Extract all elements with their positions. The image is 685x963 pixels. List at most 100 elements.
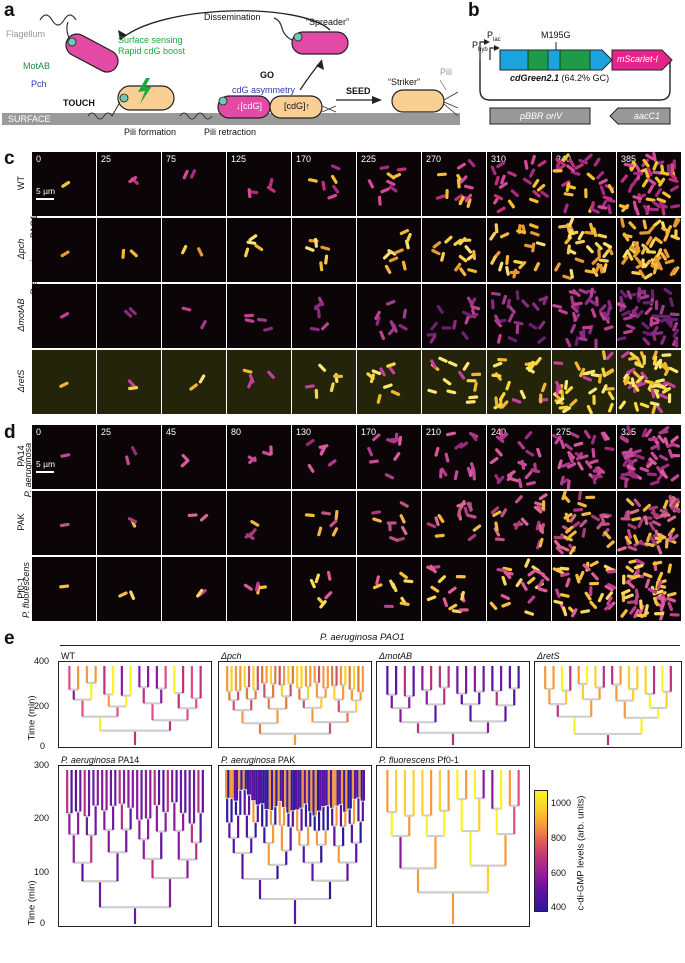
p-hyb-label: Phyb <box>472 40 488 53</box>
tree-pak: P. aeruginosa PAK <box>218 755 372 927</box>
resistance-block <box>609 107 671 125</box>
ytick-top-0: 0 <box>40 741 46 751</box>
panel-label-b: b <box>468 0 480 21</box>
micrograph-pf-t210 <box>422 557 486 621</box>
spreader-label: “Spreader” <box>306 17 350 27</box>
micrograph-pch-t125 <box>227 218 291 282</box>
surface-sensing-label: Surface sensing <box>118 35 183 45</box>
micrograph-wt-t75: 75 <box>162 152 226 216</box>
micrograph-wt-t170: 170 <box>292 152 356 216</box>
row-label-pak: PAK <box>16 513 26 531</box>
timepoint-label: 170 <box>361 427 377 437</box>
go-label: GO <box>260 70 275 80</box>
panel-a-schematic <box>2 10 460 125</box>
timepoint-label: 125 <box>231 154 247 164</box>
asymmetry-label: cdG asymmetry <box>232 85 296 95</box>
micrograph-pak-t240 <box>487 491 551 555</box>
panel-e-header-rule <box>60 645 680 646</box>
panel-d-microscopy-grid: PA14 0 5 µm 25 45 80 130 170 210 240 275 325 PAK Pf0-… <box>16 425 682 622</box>
micrograph-pch-t310 <box>487 218 551 282</box>
tree-rets: ΔretS <box>534 651 682 748</box>
micrograph-ret-t75 <box>162 350 226 414</box>
micrograph-pch-t75 <box>162 218 226 282</box>
panel-label-a: a <box>4 0 15 21</box>
row-label-ret: ΔretS <box>16 369 26 393</box>
pili-formation-cell <box>117 85 175 111</box>
timepoint-label: 310 <box>491 154 507 164</box>
panel-label-e: e <box>4 628 15 649</box>
scale-bar <box>36 198 54 200</box>
timepoint-label: 0 <box>36 427 42 437</box>
row-label-wt: WT <box>16 176 26 190</box>
micrograph-pak-t0 <box>32 491 96 555</box>
touch-label: TOUCH <box>63 98 95 108</box>
micrograph-mot-t310 <box>487 284 551 348</box>
ori-block <box>489 107 591 125</box>
micrograph-pch-t25 <box>97 218 161 282</box>
panel-e-ylabel-bottom: Time (min) <box>26 880 38 926</box>
micrograph-pa14-t170: 170 <box>357 425 421 489</box>
micrograph-pf-t275 <box>552 557 616 621</box>
micrograph-pak-t45 <box>162 491 226 555</box>
tree-motab: ΔmotAB <box>376 651 530 748</box>
gene-label: cdGreen2.1 (64.2% GC) <box>510 73 610 83</box>
timepoint-label: 210 <box>426 427 442 437</box>
colorbar <box>534 790 548 912</box>
micrograph-wt-t270: 270 <box>422 152 486 216</box>
spreader-cell <box>291 31 349 55</box>
tree-wt: WT <box>58 651 212 748</box>
micrograph-pch-t340 <box>552 218 616 282</box>
dissemination-arrow <box>119 10 331 41</box>
timepoint-label: 130 <box>296 427 312 437</box>
micrograph-ret-t270 <box>422 350 486 414</box>
resistance-label: aacC1 <box>634 111 661 121</box>
micrograph-wt-t310: 310 <box>487 152 551 216</box>
timepoint-label: 25 <box>101 427 112 437</box>
micrograph-pf-t80 <box>227 557 291 621</box>
timepoint-label: 270 <box>426 154 442 164</box>
micrograph-pch-t170 <box>292 218 356 282</box>
micrograph-pa14-t45: 45 <box>162 425 226 489</box>
cdgreen-gene-block <box>499 49 613 71</box>
scale-bar-label: 5 µm <box>36 186 56 196</box>
micrograph-ret-t385 <box>617 350 681 414</box>
mscarlet-gene-block <box>611 49 673 71</box>
micrograph-pch-t0 <box>32 218 96 282</box>
micrograph-wt-t25: 25 <box>97 152 161 216</box>
tree-pch: Δpch <box>218 651 372 748</box>
micrograph-pch-t225 <box>357 218 421 282</box>
asymmetry-right-cell <box>269 95 323 119</box>
micrograph-mot-t385 <box>617 284 681 348</box>
timepoint-label: 25 <box>101 154 112 164</box>
micrograph-wt-t225: 225 <box>357 152 421 216</box>
colorbar-label: c-di-GMP levels (arb. units) <box>575 795 587 911</box>
pili-formation-label: Pili formation <box>124 127 177 137</box>
micrograph-pak-t25 <box>97 491 161 555</box>
timepoint-label: 385 <box>621 154 637 164</box>
touch-cell <box>65 33 119 73</box>
micrograph-pf-t325 <box>617 557 681 621</box>
micrograph-mot-t170 <box>292 284 356 348</box>
ytick-bottom-200: 200 <box>34 813 50 823</box>
rapid-boost-label: Rapid cdG boost <box>118 46 186 56</box>
micrograph-pf-t0 <box>32 557 96 621</box>
plasmid-map <box>479 39 673 125</box>
micrograph-wt-t125: 125 <box>227 152 291 216</box>
micrograph-ret-t310 <box>487 350 551 414</box>
micrograph-ret-t125 <box>227 350 291 414</box>
micrograph-mot-t125 <box>227 284 291 348</box>
micrograph-pch-t270 <box>422 218 486 282</box>
micrograph-pa14-t325: 325 <box>617 425 681 489</box>
timepoint-label: 45 <box>166 427 177 437</box>
micrograph-pf-t170 <box>357 557 421 621</box>
row-label-pf: Pf0-1 <box>16 577 26 599</box>
colorbar-tick-400: 400 <box>551 902 567 912</box>
micrograph-pa14-t0: 0 5 µm <box>32 425 96 489</box>
micrograph-pak-t210 <box>422 491 486 555</box>
ori-label: pBBR oriV <box>520 111 563 121</box>
micrograph-pak-t80 <box>227 491 291 555</box>
dissemination-label: Dissemination <box>204 12 261 22</box>
cdg-high-label: [cdG]↑ <box>284 101 311 111</box>
micrograph-pa14-t25: 25 <box>97 425 161 489</box>
micrograph-mot-t75 <box>162 284 226 348</box>
